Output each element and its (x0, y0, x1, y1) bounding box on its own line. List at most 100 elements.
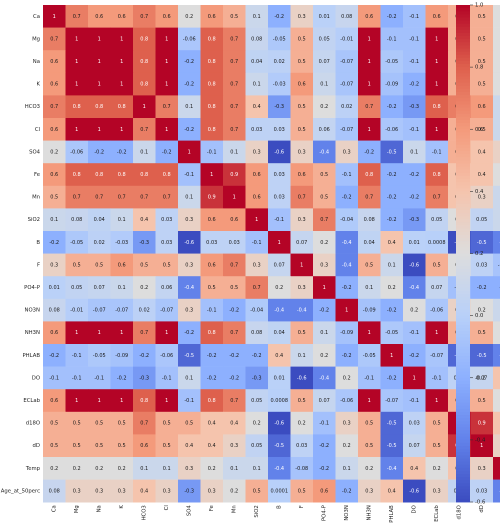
cell-value-label: -0.4 (409, 285, 419, 291)
colorbar-segment (456, 5, 470, 9)
colorbar-segment (456, 498, 470, 503)
colorbar-segment (456, 474, 470, 478)
cell-value-label: 1 (435, 36, 438, 42)
heatmap-cell (470, 95, 494, 119)
y-tick-label: F (37, 262, 40, 268)
colorbar-tick-label: 0.6 (475, 127, 484, 133)
cell-value-label: -0.2 (229, 375, 239, 381)
heatmap-cell (268, 298, 291, 322)
cell-value-label: 0.6 (50, 172, 58, 178)
cell-value-label: 0.3 (343, 149, 351, 155)
cell-value-label: 0.5 (298, 330, 306, 336)
y-tick-label: B (36, 240, 40, 246)
cell-value-label: -0.2 (387, 104, 397, 110)
colorbar-segment (456, 430, 470, 435)
heatmap-cell (425, 479, 449, 503)
cell-value-label: 0.01 (319, 14, 330, 20)
heatmap-cell (380, 27, 404, 51)
heatmap-cell (470, 479, 494, 503)
heatmap-cell (470, 140, 494, 164)
heatmap-cell (178, 411, 201, 435)
heatmap-cell (493, 434, 500, 458)
colorbar-segment (456, 76, 470, 80)
colorbar-segment (456, 231, 470, 236)
cell-value-label: 0.6 (50, 330, 58, 336)
colorbar-segment (456, 39, 470, 43)
colorbar-segment (456, 371, 470, 376)
colorbar-segment (456, 11, 470, 15)
cell-value-label: -0.2 (49, 353, 59, 359)
cell-value-label: 0.02 (341, 104, 352, 110)
cell-value-label: 1 (98, 59, 101, 65)
heatmap-cell (403, 479, 426, 503)
heatmap-cell (88, 366, 111, 390)
cell-value-label: 0.5 (478, 36, 486, 42)
heatmap-cell (313, 253, 336, 277)
cell-value-label: -0.08 (498, 262, 500, 268)
heatmap-cell (380, 276, 404, 300)
cell-value-label: 1 (143, 104, 146, 110)
colorbar-segment (456, 402, 470, 407)
cell-value-label: 0.8 (118, 104, 126, 110)
cell-value-label: 1 (368, 82, 371, 88)
cell-value-label: -0.04 (340, 217, 353, 223)
heatmap-cell (110, 185, 134, 209)
cell-value-label: 0.1 (253, 14, 261, 20)
cell-value-label: 0.03 (206, 240, 217, 246)
cell-value-label: 0.5 (73, 262, 81, 268)
heatmap-cell (493, 253, 500, 277)
cell-value-label: 0.5 (298, 398, 306, 404)
heatmap-cell (88, 411, 111, 435)
cell-value-label: 1 (368, 330, 371, 336)
cell-value-label: -0.2 (184, 82, 194, 88)
cell-value-label: 0.5 (50, 195, 58, 201)
heatmap-cell (493, 366, 500, 390)
heatmap-cell (178, 389, 201, 413)
heatmap-cell (425, 298, 449, 322)
colorbar-segment (456, 396, 470, 400)
heatmap-cell (65, 185, 89, 209)
cell-value-label: 1 (75, 82, 78, 88)
colorbar-segment (456, 461, 470, 466)
heatmap-cell (245, 457, 269, 480)
heatmap-cell (65, 95, 89, 119)
cell-value-label: -0.2 (387, 195, 397, 201)
cell-value-label: 0.7 (320, 217, 328, 223)
heatmap-cell (425, 457, 449, 480)
heatmap-cell (470, 321, 494, 345)
heatmap-cell (200, 389, 224, 413)
colorbar-segment (456, 73, 470, 77)
cell-value-label: 0.4 (388, 488, 396, 494)
colorbar-segment (456, 188, 470, 192)
y-tick-label: Age_at_50perc (1, 488, 40, 494)
heatmap-cell (88, 95, 111, 119)
heatmap-cell (425, 411, 449, 435)
heatmap-cell (290, 5, 314, 28)
heatmap-cell (200, 434, 224, 458)
colorbar-segment (456, 237, 470, 242)
cell-value-label: 0.6 (253, 195, 261, 201)
cell-value-label: 0.02 (139, 308, 150, 314)
colorbar-segment (456, 393, 470, 397)
cell-value-label: 0.3 (343, 421, 351, 427)
heatmap-cell (313, 95, 336, 119)
cell-value-label: 0.06 (319, 127, 330, 133)
cell-value-label: 0.4 (208, 421, 216, 427)
y-tick-label: SiO2 (28, 217, 40, 223)
cell-value-label: -0.01 (70, 308, 83, 314)
cell-value-label: -0.1 (207, 308, 217, 314)
heatmap-cell (313, 27, 336, 51)
heatmap-cell (110, 231, 134, 254)
heatmap-cell (313, 321, 336, 345)
cell-value-label: 0.3 (298, 217, 306, 223)
colorbar-segment (456, 138, 470, 143)
heatmap-cell (88, 163, 111, 187)
heatmap-cell (470, 276, 494, 300)
colorbar-segment (456, 67, 470, 71)
heatmap-cell (313, 231, 336, 254)
cell-value-label: 0.1 (253, 82, 261, 88)
cell-value-label: 0.5 (50, 443, 58, 449)
heatmap-cell (88, 185, 111, 209)
cell-value-label: 0.03 (409, 421, 420, 427)
x-tick-label: SiO2 (254, 505, 260, 517)
